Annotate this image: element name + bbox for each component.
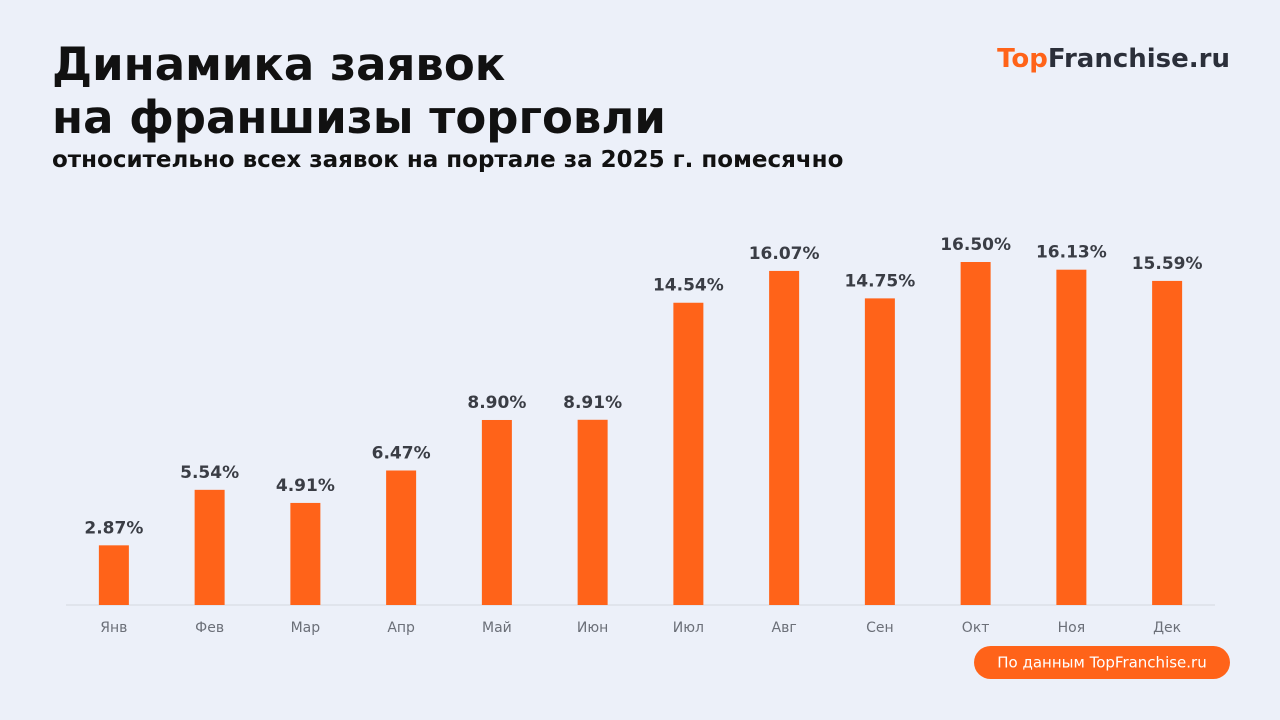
x-tick-label: Мар (291, 620, 321, 636)
x-tick-label: Сен (866, 620, 894, 636)
x-tick-label: Апр (387, 620, 415, 636)
value-label: 4.91% (276, 476, 335, 496)
chart-subtitle: относительно всех заявок на портале за 2… (52, 147, 843, 173)
bar (864, 298, 895, 605)
value-label: 14.54% (653, 276, 724, 296)
x-tick-label: Май (482, 620, 512, 636)
bar (290, 502, 321, 605)
source-note: По данным TopFranchise.ru (997, 654, 1206, 672)
bar (194, 489, 225, 605)
chart-title: на франшизы торговли (52, 91, 666, 144)
value-label: 15.59% (1132, 254, 1203, 274)
x-tick-label: Авг (772, 620, 797, 636)
value-label: 6.47% (372, 444, 431, 464)
x-tick-label: Ноя (1058, 620, 1086, 636)
x-tick-label: Дек (1153, 620, 1181, 636)
x-tick-label: Окт (962, 620, 990, 636)
value-label: 16.07% (749, 244, 820, 264)
bar (1056, 269, 1087, 605)
value-label: 5.54% (180, 463, 239, 483)
x-tick-label: Июн (577, 620, 608, 636)
bar (673, 302, 704, 605)
x-tick-label: Фев (195, 620, 224, 636)
source-pill (974, 646, 1230, 679)
value-label: 8.91% (563, 393, 622, 413)
value-label: 16.13% (1036, 243, 1107, 263)
bar (481, 419, 512, 605)
bar (577, 419, 608, 605)
bar (386, 470, 417, 605)
brand-part: Top (997, 44, 1048, 74)
bar (960, 262, 991, 605)
x-tick-label: Янв (100, 620, 127, 636)
value-label: 2.87% (84, 518, 143, 538)
brand-logo: TopFranchise.ru (997, 44, 1230, 74)
x-tick-label: Июл (673, 620, 704, 636)
value-label: 16.50% (940, 235, 1011, 255)
brand-part: Franchise.ru (1048, 44, 1230, 74)
value-label: 14.75% (844, 271, 915, 291)
chart-title: Динамика заявок (52, 38, 505, 91)
value-label: 8.90% (467, 393, 526, 413)
bar (98, 545, 129, 605)
bar (1152, 280, 1183, 605)
bar (769, 270, 800, 605)
